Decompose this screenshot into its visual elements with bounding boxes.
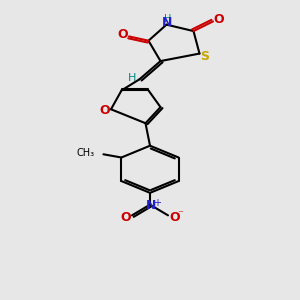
Text: O: O (169, 211, 180, 224)
Text: S: S (200, 50, 209, 63)
Text: H: H (128, 73, 136, 83)
Text: ⁻: ⁻ (178, 209, 184, 219)
Text: N: N (146, 199, 156, 212)
Text: CH₃: CH₃ (76, 148, 94, 158)
Text: O: O (99, 104, 110, 117)
Text: N: N (162, 16, 172, 29)
Text: O: O (118, 28, 128, 41)
Text: +: + (154, 197, 161, 208)
Text: H: H (164, 14, 172, 24)
Text: O: O (213, 13, 224, 26)
Text: O: O (120, 211, 131, 224)
